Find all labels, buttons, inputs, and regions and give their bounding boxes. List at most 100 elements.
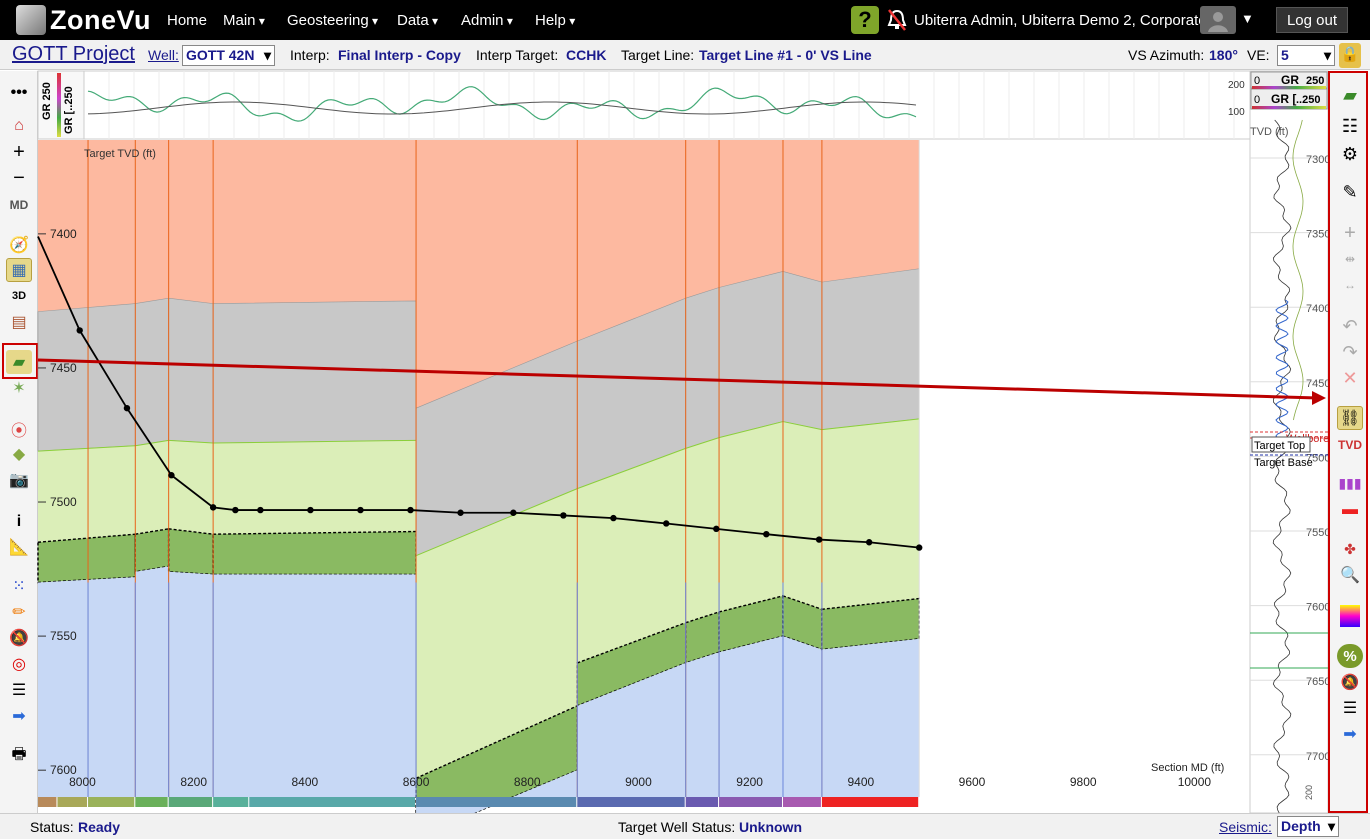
app-logo[interactable]: ZoneVu bbox=[16, 5, 151, 35]
ruler-icon[interactable]: 📐 bbox=[9, 539, 29, 556]
avatar[interactable] bbox=[1200, 6, 1236, 34]
interp-value[interactable]: Final Interp - Copy bbox=[338, 47, 461, 63]
seismic-select[interactable]: Depth bbox=[1277, 816, 1339, 837]
formation-block-salmon bbox=[719, 140, 783, 288]
export-icon[interactable]: ➡ bbox=[1343, 726, 1357, 743]
undo-icon[interactable]: ↶ bbox=[1342, 315, 1358, 336]
edit-icon[interactable]: ✎ bbox=[1342, 181, 1358, 202]
grid-icon[interactable]: ▦ bbox=[6, 258, 32, 282]
nav-home[interactable]: Home bbox=[167, 12, 208, 29]
project-title[interactable]: GOTT Project bbox=[12, 43, 135, 65]
right-tick-label: 7500 bbox=[1306, 452, 1330, 464]
right-gr2-scale-right: ..250 bbox=[1296, 94, 1320, 106]
right-gr2-label: GR [ bbox=[1271, 92, 1296, 106]
align-icon[interactable]: ☰ bbox=[11, 682, 27, 699]
geosteer-layers-icon[interactable]: ▰ bbox=[6, 350, 32, 374]
tools-icon[interactable]: ⦿ bbox=[10, 423, 27, 440]
tvd-toggle-icon[interactable]: TVD bbox=[1338, 438, 1362, 452]
list-icon[interactable]: ☷ bbox=[1341, 115, 1359, 136]
top-navbar: ZoneVu Home Main Geosteering Data Admin … bbox=[0, 0, 1370, 40]
map-icon[interactable]: ▤ bbox=[11, 314, 27, 331]
ve-select[interactable]: 5 bbox=[1277, 45, 1335, 66]
well-label[interactable]: Well: bbox=[148, 47, 179, 63]
formation-strip-segment bbox=[416, 797, 577, 807]
formation-block-gray bbox=[134, 297, 169, 447]
link-off-icon[interactable]: ⛓ bbox=[1337, 406, 1363, 430]
wellbore-point bbox=[713, 525, 720, 533]
camera-icon[interactable]: 📷 bbox=[9, 472, 29, 489]
export-icon[interactable]: ➡ bbox=[12, 708, 26, 725]
target-well-status-label: Target Well Status: bbox=[618, 819, 736, 835]
md-toggle-icon[interactable]: MD bbox=[9, 198, 29, 212]
zoom-out-icon[interactable]: − bbox=[13, 166, 25, 189]
points-icon[interactable]: ⁙ bbox=[12, 578, 26, 595]
geosteer-layers-icon[interactable]: ▰ bbox=[1343, 84, 1357, 105]
chevron-down-icon[interactable]: ▼ bbox=[1241, 11, 1254, 26]
formation-line-green bbox=[213, 439, 417, 444]
merge-icon[interactable]: ↔ bbox=[1344, 278, 1356, 292]
alarm-off-icon[interactable]: 🔕 bbox=[1340, 674, 1360, 691]
nav-main[interactable]: Main bbox=[223, 12, 265, 29]
logout-button[interactable]: Log out bbox=[1276, 7, 1348, 33]
wellbore-point bbox=[209, 504, 217, 511]
nav-geosteering[interactable]: Geosteering bbox=[287, 12, 378, 29]
vs-azimuth-value[interactable]: 180° bbox=[1209, 47, 1238, 63]
add-icon[interactable]: + bbox=[1344, 221, 1356, 244]
3d-view-icon[interactable]: 3D bbox=[11, 290, 27, 302]
log-scale-top: 200 bbox=[1228, 80, 1245, 91]
percent-icon[interactable]: % bbox=[1337, 644, 1363, 668]
formation-block-blue bbox=[213, 574, 417, 797]
formation-block-lightgreen bbox=[577, 448, 686, 663]
nav-data[interactable]: Data bbox=[397, 12, 438, 29]
target-icon[interactable]: ◎ bbox=[12, 656, 26, 673]
x-tick-label: 8600 bbox=[403, 775, 430, 789]
target-line-value[interactable]: Target Line #1 - 0' VS Line bbox=[699, 47, 872, 63]
more-options-icon[interactable]: ••• bbox=[10, 84, 28, 101]
notifications-off-icon[interactable] bbox=[886, 8, 908, 32]
delete-icon[interactable]: ✕ bbox=[1342, 367, 1358, 388]
red-block-icon[interactable]: ▬ bbox=[1342, 501, 1358, 518]
help-icon[interactable]: ? bbox=[851, 6, 879, 34]
print-icon[interactable]: 🖶 bbox=[11, 745, 27, 763]
vs-azimuth-label: VS Azimuth: bbox=[1128, 47, 1205, 63]
formation-strip-segment bbox=[168, 797, 213, 807]
butterfly-icon[interactable]: ✤ bbox=[1344, 540, 1356, 557]
logo-cube-icon bbox=[16, 5, 46, 35]
cube-icon[interactable]: ◆ bbox=[12, 446, 26, 463]
split-icon[interactable]: ⇹ bbox=[1344, 252, 1356, 266]
lock-icon[interactable]: 🔒 bbox=[1339, 43, 1361, 68]
formation-line-green bbox=[782, 421, 823, 431]
alarm-off-icon[interactable]: 🔕 bbox=[9, 630, 29, 647]
formation-strip-segment bbox=[719, 797, 782, 807]
align-icon[interactable]: ☰ bbox=[1342, 700, 1358, 717]
project-bar: GOTT Project Well: GOTT 42N Interp: Fina… bbox=[0, 40, 1370, 70]
redo-icon[interactable]: ↷ bbox=[1342, 341, 1358, 362]
structure-icon[interactable]: ✶ bbox=[12, 380, 26, 397]
well-select[interactable]: GOTT 42N bbox=[182, 45, 275, 66]
compass-icon[interactable]: 🧭 bbox=[9, 237, 29, 254]
nav-help[interactable]: Help bbox=[535, 12, 575, 29]
formation-block-salmon bbox=[782, 140, 822, 283]
wellbore-point bbox=[357, 506, 364, 514]
color-bars-icon[interactable]: ▮▮▮ bbox=[1338, 474, 1362, 491]
formation-block-blue bbox=[577, 662, 686, 797]
nav-admin[interactable]: Admin bbox=[461, 12, 513, 29]
zoom-in-icon[interactable]: + bbox=[13, 140, 25, 163]
search-icon[interactable]: 🔍 bbox=[1340, 567, 1360, 584]
heatmap-icon[interactable] bbox=[1337, 604, 1363, 628]
seismic-label[interactable]: Seismic: bbox=[1219, 819, 1272, 835]
home-icon[interactable]: ⌂ bbox=[14, 117, 24, 134]
formation-block-lightgreen bbox=[821, 418, 920, 610]
gear-icon[interactable]: ⚙ bbox=[1341, 143, 1359, 164]
formation-block-blue bbox=[782, 636, 822, 797]
formation-line-green bbox=[37, 445, 136, 452]
wellbore-point bbox=[610, 514, 617, 522]
x-tick-label: 9200 bbox=[736, 775, 763, 789]
interp-target-value[interactable]: CCHK bbox=[566, 47, 607, 63]
info-icon[interactable]: i bbox=[16, 513, 22, 530]
formation-block-lightgreen bbox=[38, 445, 136, 543]
pencil-icon[interactable]: ✏ bbox=[12, 604, 26, 621]
y-tick-label: 7550 bbox=[50, 629, 77, 643]
formation-strip-segment bbox=[88, 797, 135, 807]
formation-block-blue bbox=[821, 638, 920, 797]
